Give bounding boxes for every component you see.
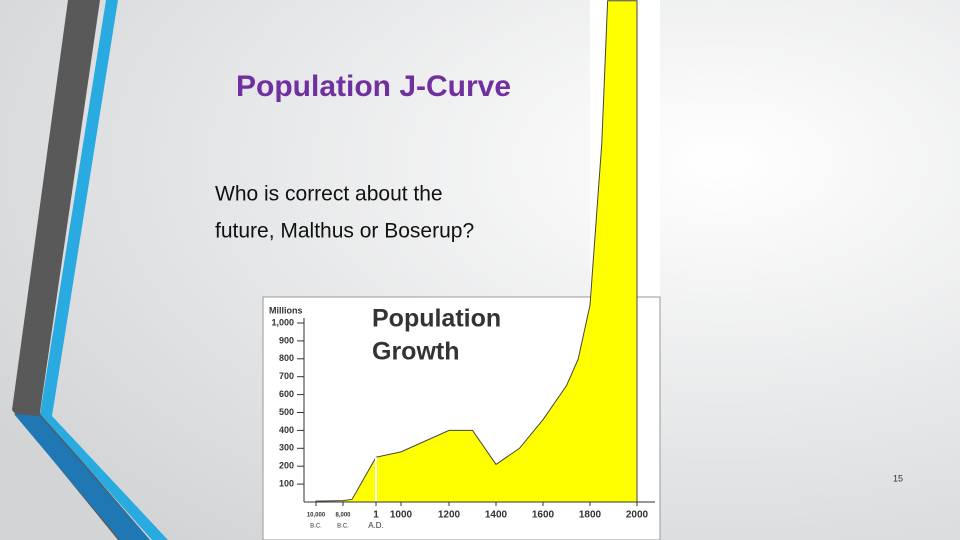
x-tick-label: 10,000 <box>307 513 326 519</box>
y-tick-label: 100 <box>279 478 294 488</box>
plot <box>315 0 638 506</box>
y-tick-label: 200 <box>279 461 294 471</box>
x-tick-label: 1400 <box>485 510 508 521</box>
y-tick-label: 400 <box>279 425 294 435</box>
y-tick-label: 900 <box>279 335 294 345</box>
x-tick-label: 1800 <box>579 510 602 521</box>
subtitle: future, Malthus or Boserup? <box>215 220 474 243</box>
x-tick-label: 2000 <box>626 510 649 521</box>
y-axis-label: Millions <box>269 305 303 315</box>
x-tick-label: 1600 <box>532 510 555 521</box>
chart-title: Growth <box>372 338 460 366</box>
x-era-label: B.C. <box>310 524 322 530</box>
stripe-deep-blue <box>14 414 150 540</box>
x-tick-label: 8,000 <box>335 513 351 519</box>
y-tick-label: 300 <box>279 443 294 453</box>
x-era-label: B.C. <box>337 524 349 530</box>
page-number: 15 <box>893 473 903 483</box>
stripe-dark <box>12 0 150 540</box>
y-tick-label: 1,000 <box>271 317 294 327</box>
x-tick-label: 1200 <box>438 510 461 521</box>
x-tick-label: 1000 <box>390 510 413 521</box>
y-tick-label: 500 <box>279 407 294 417</box>
chart-title: Population <box>372 305 501 333</box>
y-tick-label: 600 <box>279 389 294 399</box>
y-tick-label: 800 <box>279 353 294 363</box>
x-era-label: A.D. <box>368 521 384 530</box>
subtitle: Who is correct about the <box>215 183 443 206</box>
x-tick-label: 1 <box>373 510 379 521</box>
y-tick-label: 700 <box>279 371 294 381</box>
stripe-blue <box>40 0 168 540</box>
slide-title: Population J-Curve <box>236 70 511 103</box>
